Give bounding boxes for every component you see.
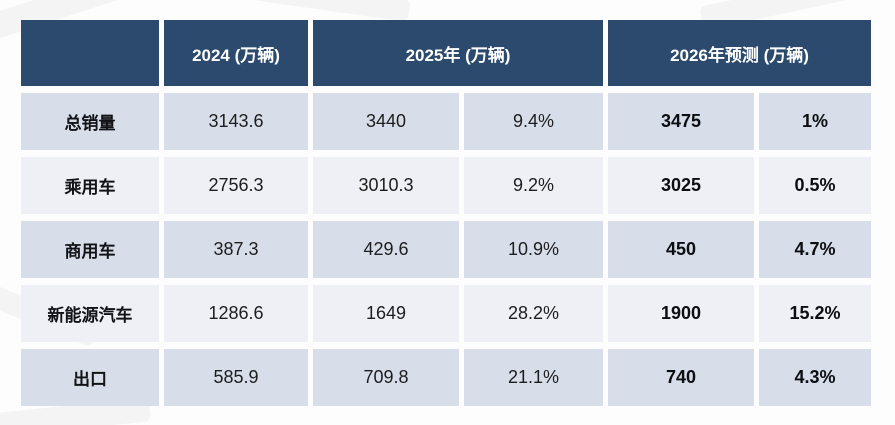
cell-2024-value: 585.9 (164, 349, 308, 406)
cell-2025-growth: 21.1% (464, 349, 603, 406)
table-header-row: 2024 (万辆) 2025年 (万辆) 2026年预测 (万辆) (21, 20, 871, 86)
cell-2025-growth: 28.2% (464, 285, 603, 342)
cell-2026-value: 1900 (608, 285, 754, 342)
cell-2026-growth: 1% (759, 93, 871, 150)
header-corner-cell (21, 20, 159, 86)
cell-2024-value: 2756.3 (164, 157, 308, 214)
cell-2025-value: 3010.3 (313, 157, 459, 214)
table-row-total-sales: 总销量 3143.6 3440 9.4% 3475 1% (21, 93, 871, 150)
row-label: 出口 (21, 349, 159, 406)
cell-2025-growth: 10.9% (464, 221, 603, 278)
cell-2025-growth: 9.4% (464, 93, 603, 150)
row-label: 商用车 (21, 221, 159, 278)
row-label: 新能源汽车 (21, 285, 159, 342)
table-row-exports: 出口 585.9 709.8 21.1% 740 4.3% (21, 349, 871, 406)
header-2025: 2025年 (万辆) (313, 20, 603, 86)
cell-2026-value: 3025 (608, 157, 754, 214)
row-label: 乘用车 (21, 157, 159, 214)
cell-2025-value: 1649 (313, 285, 459, 342)
vehicle-sales-forecast-table: 2024 (万辆) 2025年 (万辆) 2026年预测 (万辆) 总销量 31… (16, 13, 876, 413)
cell-2025-growth: 9.2% (464, 157, 603, 214)
cell-2025-value: 709.8 (313, 349, 459, 406)
cell-2026-value: 450 (608, 221, 754, 278)
cell-2026-growth: 0.5% (759, 157, 871, 214)
cell-2025-value: 429.6 (313, 221, 459, 278)
cell-2025-value: 3440 (313, 93, 459, 150)
header-2026-forecast: 2026年预测 (万辆) (608, 20, 871, 86)
table-row-passenger-vehicles: 乘用车 2756.3 3010.3 9.2% 3025 0.5% (21, 157, 871, 214)
cell-2026-value: 740 (608, 349, 754, 406)
table-row-commercial-vehicles: 商用车 387.3 429.6 10.9% 450 4.7% (21, 221, 871, 278)
cell-2024-value: 387.3 (164, 221, 308, 278)
header-2024: 2024 (万辆) (164, 20, 308, 86)
cell-2024-value: 3143.6 (164, 93, 308, 150)
cell-2026-value: 3475 (608, 93, 754, 150)
cell-2026-growth: 4.7% (759, 221, 871, 278)
cell-2026-growth: 15.2% (759, 285, 871, 342)
row-label: 总销量 (21, 93, 159, 150)
table-row-new-energy-vehicles: 新能源汽车 1286.6 1649 28.2% 1900 15.2% (21, 285, 871, 342)
cell-2024-value: 1286.6 (164, 285, 308, 342)
cell-2026-growth: 4.3% (759, 349, 871, 406)
